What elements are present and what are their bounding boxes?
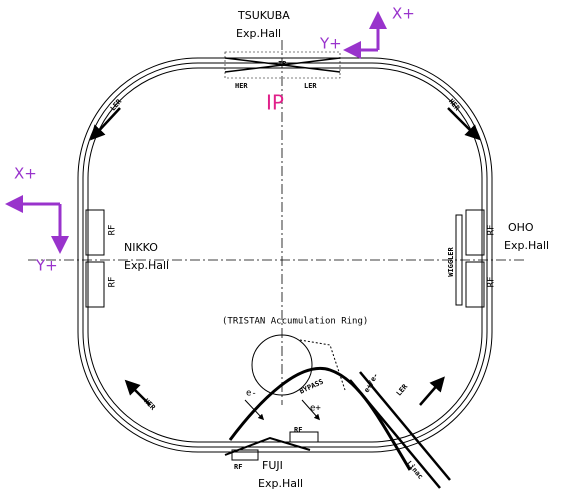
label: Exp.Hall bbox=[258, 477, 303, 490]
label: X+ bbox=[14, 165, 37, 183]
label: HER bbox=[235, 82, 248, 90]
label: X+ bbox=[392, 5, 415, 23]
label: RF bbox=[234, 463, 242, 471]
label: RF bbox=[487, 277, 497, 288]
label: Exp.Hall bbox=[504, 239, 549, 252]
label: TSUKUBA bbox=[237, 9, 290, 22]
label: IR bbox=[278, 60, 287, 68]
label: Y+ bbox=[319, 35, 342, 53]
label: LER bbox=[304, 82, 317, 90]
label: OHO bbox=[508, 221, 534, 234]
label: RF bbox=[108, 225, 118, 236]
label: Exp.Hall bbox=[236, 27, 281, 40]
label: BYPASS bbox=[298, 378, 324, 396]
label: Y+ bbox=[35, 257, 58, 275]
label: WIGGLER bbox=[447, 246, 455, 276]
label: e+/e- bbox=[363, 372, 380, 394]
label: Exp.Hall bbox=[124, 259, 169, 272]
injection bbox=[89, 107, 481, 489]
label: RF bbox=[487, 225, 497, 236]
label: IP bbox=[266, 91, 284, 115]
coordinate-arrows bbox=[5, 11, 387, 254]
label: e+ bbox=[310, 404, 321, 414]
label: e- bbox=[246, 389, 257, 399]
label: HER bbox=[142, 397, 157, 412]
label: LER bbox=[395, 382, 410, 397]
label: RF bbox=[294, 426, 302, 434]
label: RF bbox=[108, 277, 118, 288]
rf-cavities bbox=[85, 209, 485, 461]
label: NIKKO bbox=[124, 241, 158, 254]
label: (TRISTAN Accumulation Ring) bbox=[222, 317, 368, 327]
label: FUJI bbox=[262, 459, 283, 472]
label: Linac bbox=[405, 459, 425, 480]
